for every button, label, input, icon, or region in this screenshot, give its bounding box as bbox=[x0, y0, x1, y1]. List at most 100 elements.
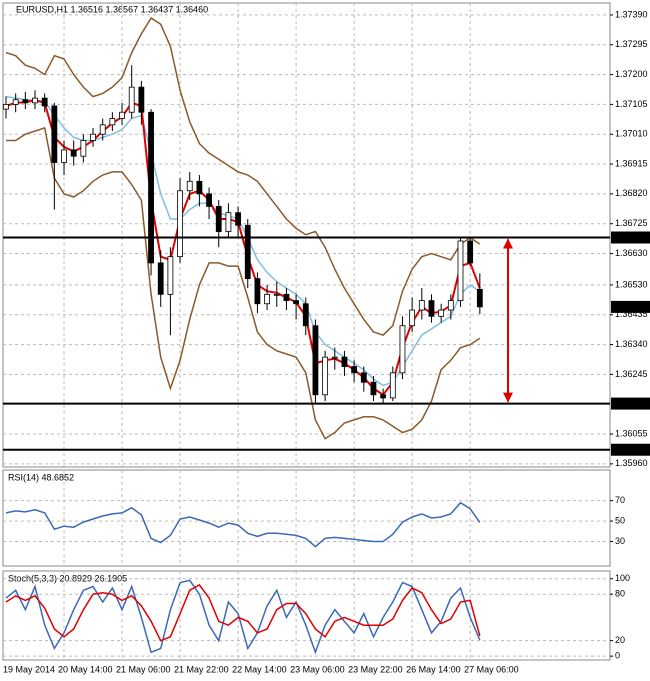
candle-body bbox=[51, 105, 58, 163]
price-tag-label: 1.36152 bbox=[614, 398, 647, 408]
candle-body bbox=[302, 303, 309, 327]
candle-body bbox=[177, 190, 183, 258]
x-tick-label: 21 May 06:00 bbox=[116, 664, 171, 674]
candle-body bbox=[476, 288, 483, 308]
line bbox=[6, 126, 481, 440]
y-tick-label: 70 bbox=[615, 495, 625, 505]
candle-body bbox=[167, 256, 174, 295]
line bbox=[5, 501, 481, 548]
y-tick-label: 30 bbox=[615, 536, 625, 546]
x-tick-label: 23 May 22:00 bbox=[348, 664, 403, 674]
candle-body bbox=[438, 309, 445, 317]
candle-body bbox=[128, 86, 135, 113]
candle-body bbox=[331, 356, 338, 359]
line bbox=[5, 99, 481, 397]
candle-body bbox=[351, 366, 358, 374]
candle-body bbox=[418, 300, 425, 311]
candle-body bbox=[467, 240, 474, 264]
y-tick-label: 1.36340 bbox=[615, 339, 648, 349]
candle-body bbox=[264, 293, 270, 305]
rsi-title: RSI(14) 48.6852 bbox=[8, 472, 74, 482]
y-tick-label: 1.36245 bbox=[615, 369, 648, 379]
y-tick-label: 1.36530 bbox=[615, 279, 648, 289]
candle-body bbox=[293, 300, 300, 305]
candle-body bbox=[186, 180, 193, 192]
x-tick-label: 27 May 06:00 bbox=[464, 664, 519, 674]
candle-body bbox=[138, 86, 145, 113]
price-tag bbox=[611, 443, 650, 456]
candle-body bbox=[3, 104, 9, 110]
current-price-label: 1.36460 bbox=[614, 301, 647, 311]
candle-body bbox=[399, 325, 406, 374]
x-tick-label: 21 May 22:00 bbox=[174, 664, 229, 674]
candle-body bbox=[80, 140, 87, 157]
stoch-panel bbox=[2, 570, 611, 661]
price-tag bbox=[611, 231, 650, 244]
y-tick-label: 1.37105 bbox=[615, 99, 648, 109]
price-tag bbox=[611, 397, 650, 410]
y-tick-label: 20 bbox=[615, 635, 625, 645]
line bbox=[5, 583, 481, 642]
candle-body bbox=[32, 97, 38, 104]
y-tick-label: 80 bbox=[615, 589, 625, 599]
y-tick-label: 1.36435 bbox=[615, 309, 648, 319]
candle-body bbox=[41, 97, 48, 107]
candle-body bbox=[283, 293, 290, 302]
y-tick-label: 1.36915 bbox=[615, 158, 648, 168]
y-tick-label: 1.37200 bbox=[615, 69, 648, 79]
candle-body bbox=[341, 356, 348, 367]
candle-body bbox=[225, 212, 232, 232]
candle-body bbox=[109, 118, 116, 126]
candle-body bbox=[22, 99, 29, 104]
price-tag-label: 1.36005 bbox=[614, 444, 647, 454]
chart-title: EURUSD,H1 1.36516 1.36567 1.36437 1.3646… bbox=[16, 4, 208, 14]
candle-body bbox=[119, 111, 125, 119]
candle-body bbox=[196, 180, 203, 195]
candle-body bbox=[254, 278, 261, 305]
stoch-title: Stoch(5,3,3) 20.8929 26.1905 bbox=[8, 573, 127, 583]
y-tick-label: 1.37010 bbox=[615, 129, 648, 139]
candle-body bbox=[428, 300, 435, 317]
candle-body bbox=[360, 372, 367, 383]
candle-body bbox=[312, 325, 319, 396]
y-tick-label: 1.37390 bbox=[615, 9, 648, 19]
y-tick-label: 100 bbox=[615, 573, 630, 583]
y-tick-label: 1.35960 bbox=[615, 458, 648, 468]
candle-body bbox=[322, 356, 329, 396]
x-tick-label: 19 May 2014 bbox=[3, 664, 55, 674]
candle-body bbox=[389, 372, 396, 399]
x-tick-label: 20 May 14:00 bbox=[58, 664, 113, 674]
line bbox=[5, 17, 481, 336]
rsi-panel bbox=[2, 469, 611, 567]
y-tick-label: 1.36630 bbox=[615, 248, 648, 258]
y-tick-label: 1.36055 bbox=[615, 428, 648, 438]
candle-body bbox=[244, 224, 251, 280]
candle-body bbox=[157, 262, 164, 295]
candle-body bbox=[380, 394, 387, 399]
line bbox=[5, 579, 481, 655]
candle-body bbox=[90, 133, 96, 141]
y-tick-label: 1.36725 bbox=[615, 218, 648, 228]
x-tick-label: 22 May 14:00 bbox=[232, 664, 287, 674]
main-panel bbox=[2, 2, 611, 468]
candle-body bbox=[70, 149, 77, 157]
y-tick-label: 1.36820 bbox=[615, 188, 648, 198]
y-tick-label: 0 bbox=[615, 651, 620, 661]
candle-body bbox=[61, 149, 67, 163]
candle-body bbox=[235, 212, 241, 226]
candle-body bbox=[99, 124, 106, 135]
y-tick-label: 1.37295 bbox=[615, 39, 648, 49]
x-tick-label: 26 May 14:00 bbox=[406, 664, 461, 674]
candle-body bbox=[206, 193, 212, 207]
candle-body bbox=[370, 381, 377, 396]
candle-body bbox=[457, 240, 464, 302]
candle-body bbox=[148, 111, 154, 264]
candle-body bbox=[447, 300, 454, 311]
candle-body bbox=[273, 293, 280, 296]
price-tag-label: 1.36681 bbox=[614, 232, 647, 242]
candle-body bbox=[409, 309, 416, 327]
candle-body bbox=[12, 99, 19, 105]
y-tick-label: 50 bbox=[615, 515, 625, 525]
x-tick-label: 23 May 06:00 bbox=[290, 664, 345, 674]
